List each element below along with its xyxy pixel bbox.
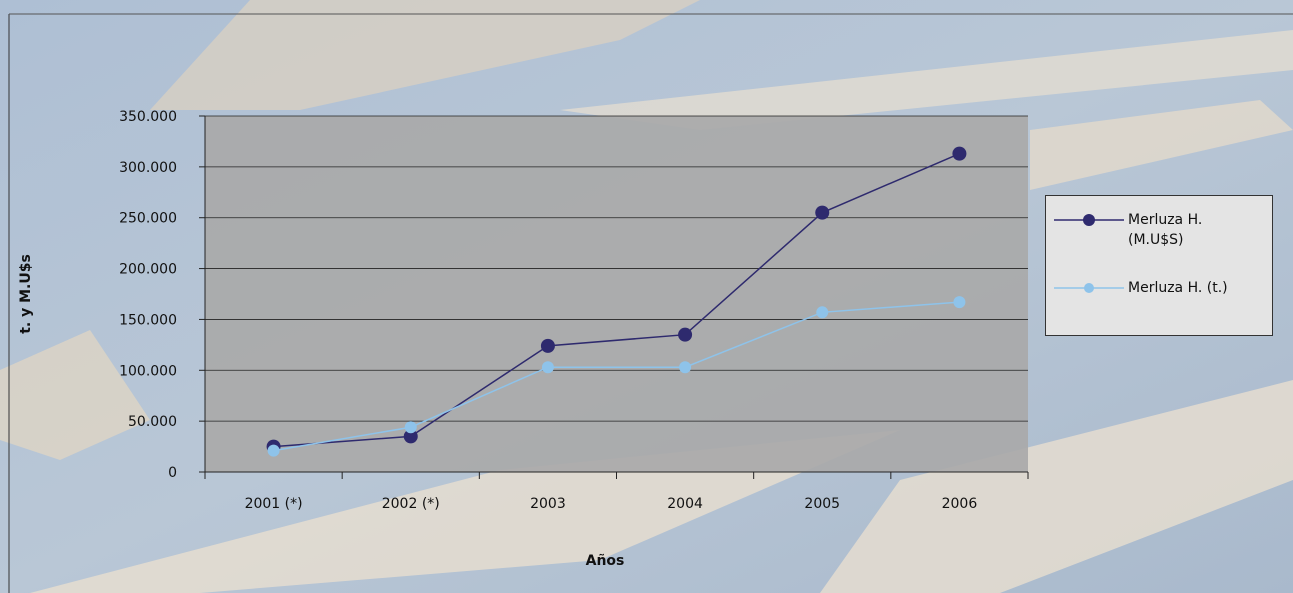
- bg-shape: [820, 380, 1293, 593]
- legend-marker: [1083, 214, 1095, 226]
- y-tick-label: 300.000: [119, 160, 177, 176]
- legend-label: Merluza H. (M.U$S): [1128, 212, 1203, 248]
- data-point: [815, 205, 830, 220]
- x-tick-label: 2002 (*): [382, 496, 440, 512]
- bg-shape: [560, 30, 1293, 130]
- data-point: [679, 361, 692, 374]
- data-point: [952, 146, 967, 161]
- bg-shape: [1030, 100, 1293, 190]
- x-tick-label: 2003: [530, 496, 566, 512]
- y-tick-label: 200.000: [119, 262, 177, 278]
- data-point: [953, 296, 966, 309]
- data-point: [678, 327, 693, 342]
- y-tick-label: 250.000: [119, 211, 177, 227]
- data-point: [540, 338, 555, 353]
- data-point: [267, 444, 280, 457]
- x-tick-label: 2001 (*): [245, 496, 303, 512]
- series-line: [273, 301, 960, 452]
- legend-marker: [1084, 283, 1094, 293]
- legend-swatch: [1054, 283, 1124, 293]
- y-tick-label: 150.000: [119, 312, 177, 328]
- y-tick-label: 50.000: [128, 414, 177, 430]
- series-line: [273, 152, 960, 448]
- bg-shape: [0, 330, 150, 460]
- data-point: [816, 306, 829, 319]
- x-tick-label: 2006: [942, 496, 978, 512]
- y-tick-label: 0: [168, 465, 177, 481]
- data-point: [403, 429, 418, 444]
- data-point: [541, 361, 554, 374]
- legend-item: Merluza H. (M.U$S): [1054, 210, 1258, 250]
- x-tick-label: 2005: [804, 496, 840, 512]
- legend-label: Merluza H. (t.): [1128, 280, 1228, 296]
- legend-item: Merluza H. (t.): [1054, 278, 1258, 298]
- bg-shape: [150, 0, 700, 110]
- x-tick-label: 2004: [667, 496, 703, 512]
- y-tick-label: 350.000: [119, 109, 177, 125]
- y-tick-label: 100.000: [119, 363, 177, 379]
- plot-area: [205, 116, 1028, 472]
- data-point: [404, 421, 417, 434]
- x-axis-title: Años: [586, 553, 625, 569]
- legend: Merluza H. (M.U$S) Merluza H. (t.): [1045, 195, 1273, 336]
- y-axis-title: t. y M.U$s: [18, 254, 34, 334]
- legend-swatch: [1054, 214, 1124, 226]
